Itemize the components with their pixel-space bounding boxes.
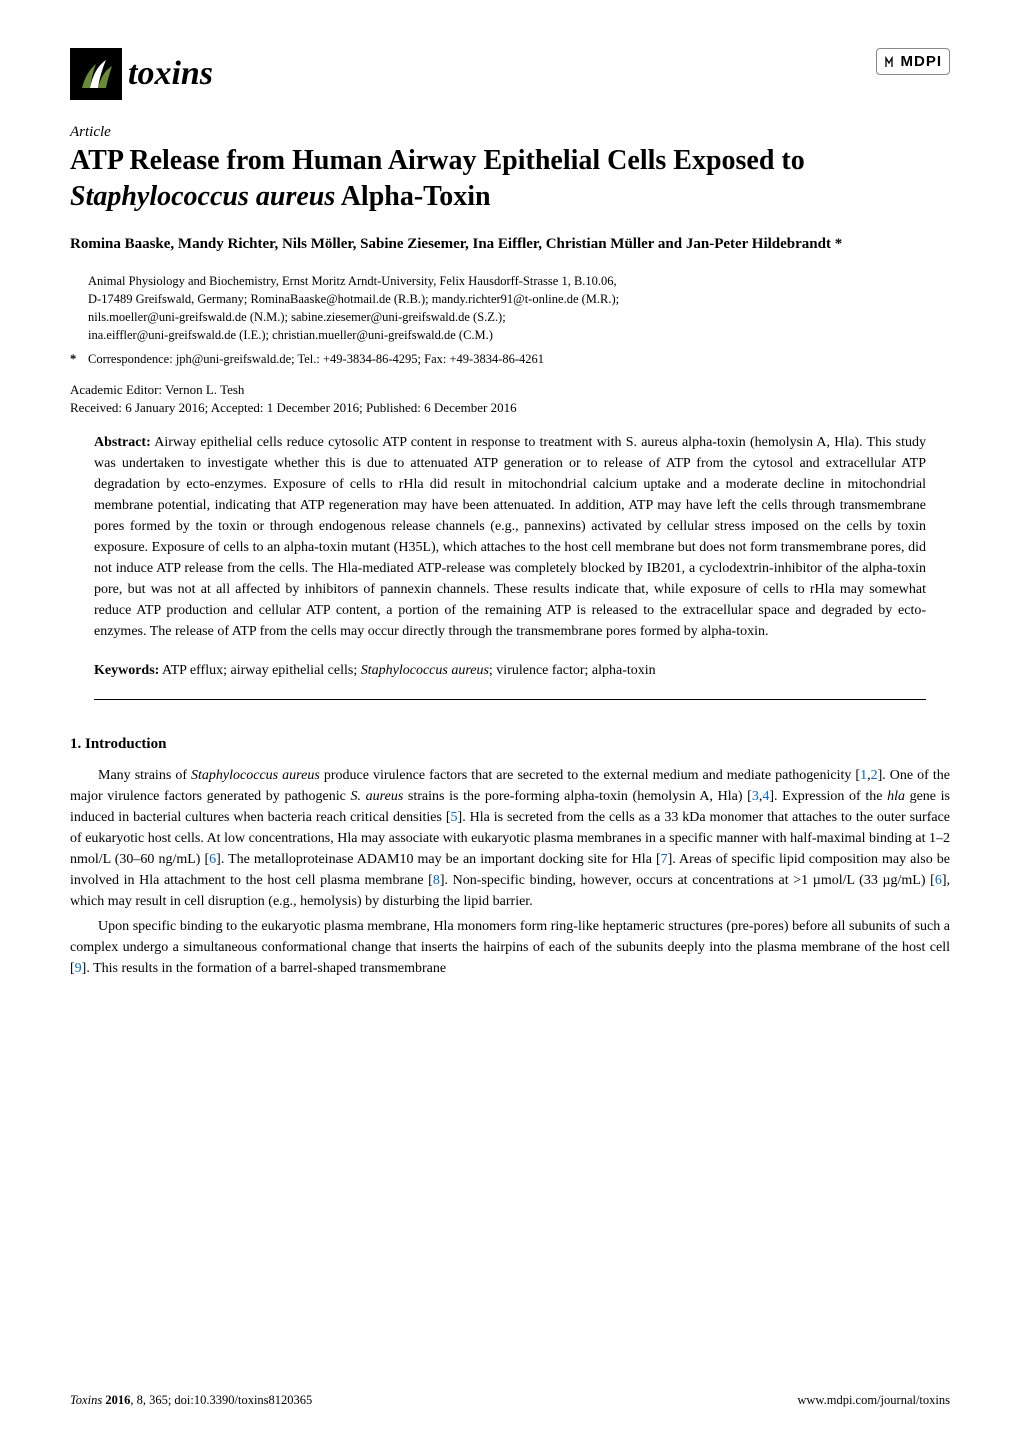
affiliation-line: Animal Physiology and Biochemistry, Erns… bbox=[88, 272, 950, 290]
title-species-italic: Staphylococcus aureus bbox=[70, 181, 335, 212]
ref-link[interactable]: 2 bbox=[871, 768, 878, 783]
title-suffix: Alpha-Toxin bbox=[335, 181, 490, 212]
title-prefix: ATP Release from Human Airway Epithelial… bbox=[70, 145, 805, 176]
keywords-species-italic: Staphylococcus aureus bbox=[361, 663, 489, 678]
academic-editor-line: Academic Editor: Vernon L. Tesh bbox=[70, 382, 950, 398]
ref-link[interactable]: 6 bbox=[209, 852, 216, 867]
footer-journal: Toxins bbox=[70, 1393, 102, 1407]
affiliation-line: nils.moeller@uni-greifswald.de (N.M.); s… bbox=[88, 308, 950, 326]
intro-paragraph: Upon specific binding to the eukaryotic … bbox=[70, 916, 950, 979]
ref-link[interactable]: 9 bbox=[75, 961, 82, 976]
page-footer: Toxins 2016, 8, 365; doi:10.3390/toxins8… bbox=[70, 1393, 950, 1408]
footer-year: 2016 bbox=[105, 1393, 130, 1407]
section-divider bbox=[94, 699, 926, 700]
journal-logo-block: toxins bbox=[70, 48, 213, 100]
correspondence-star-icon: * bbox=[70, 350, 88, 368]
correspondence-text: Correspondence: jph@uni-greifswald.de; T… bbox=[88, 352, 544, 366]
publisher-name: MDPI bbox=[901, 53, 943, 70]
affiliation-line: D-17489 Greifswald, Germany; RominaBaask… bbox=[88, 290, 950, 308]
journal-name: toxins bbox=[128, 55, 213, 93]
keywords-label: Keywords: bbox=[94, 663, 159, 678]
keywords-post: ; virulence factor; alpha-toxin bbox=[489, 663, 656, 678]
publisher-logo: MDPI bbox=[876, 48, 951, 75]
page-header: toxins MDPI bbox=[70, 48, 950, 100]
article-title: ATP Release from Human Airway Epithelial… bbox=[70, 143, 950, 216]
correspondence-line: *Correspondence: jph@uni-greifswald.de; … bbox=[70, 350, 950, 368]
affiliation-line: ina.eiffler@uni-greifswald.de (I.E.); ch… bbox=[88, 326, 950, 344]
ref-link[interactable]: 3 bbox=[752, 789, 759, 804]
abstract-text: Airway epithelial cells reduce cytosolic… bbox=[94, 435, 926, 639]
ref-link[interactable]: 5 bbox=[451, 810, 458, 825]
ref-link[interactable]: 7 bbox=[661, 852, 668, 867]
abstract-label: Abstract: bbox=[94, 435, 151, 450]
mdpi-mark-icon bbox=[884, 55, 898, 69]
footer-url[interactable]: www.mdpi.com/journal/toxins bbox=[797, 1393, 950, 1408]
toxins-logo-icon bbox=[70, 48, 122, 100]
intro-paragraph: Many strains of Staphylococcus aureus pr… bbox=[70, 765, 950, 912]
abstract-block: Abstract: Airway epithelial cells reduce… bbox=[70, 432, 950, 642]
ref-link[interactable]: 4 bbox=[762, 789, 769, 804]
ref-link[interactable]: 8 bbox=[433, 873, 440, 888]
affiliation-block: Animal Physiology and Biochemistry, Erns… bbox=[70, 272, 950, 345]
author-list: Romina Baaske, Mandy Richter, Nils Mölle… bbox=[70, 234, 950, 256]
keywords-block: Keywords: ATP efflux; airway epithelial … bbox=[70, 660, 950, 681]
section-heading-intro: 1. Introduction bbox=[70, 736, 950, 753]
ref-link[interactable]: 6 bbox=[935, 873, 942, 888]
ref-link[interactable]: 1 bbox=[860, 768, 867, 783]
footer-citation: Toxins 2016, 8, 365; doi:10.3390/toxins8… bbox=[70, 1393, 312, 1408]
publication-dates-line: Received: 6 January 2016; Accepted: 1 De… bbox=[70, 400, 950, 416]
footer-vol-page: , 8, 365; doi:10.3390/toxins8120365 bbox=[130, 1393, 312, 1407]
article-type-label: Article bbox=[70, 124, 950, 141]
keywords-pre: ATP efflux; airway epithelial cells; bbox=[159, 663, 360, 678]
